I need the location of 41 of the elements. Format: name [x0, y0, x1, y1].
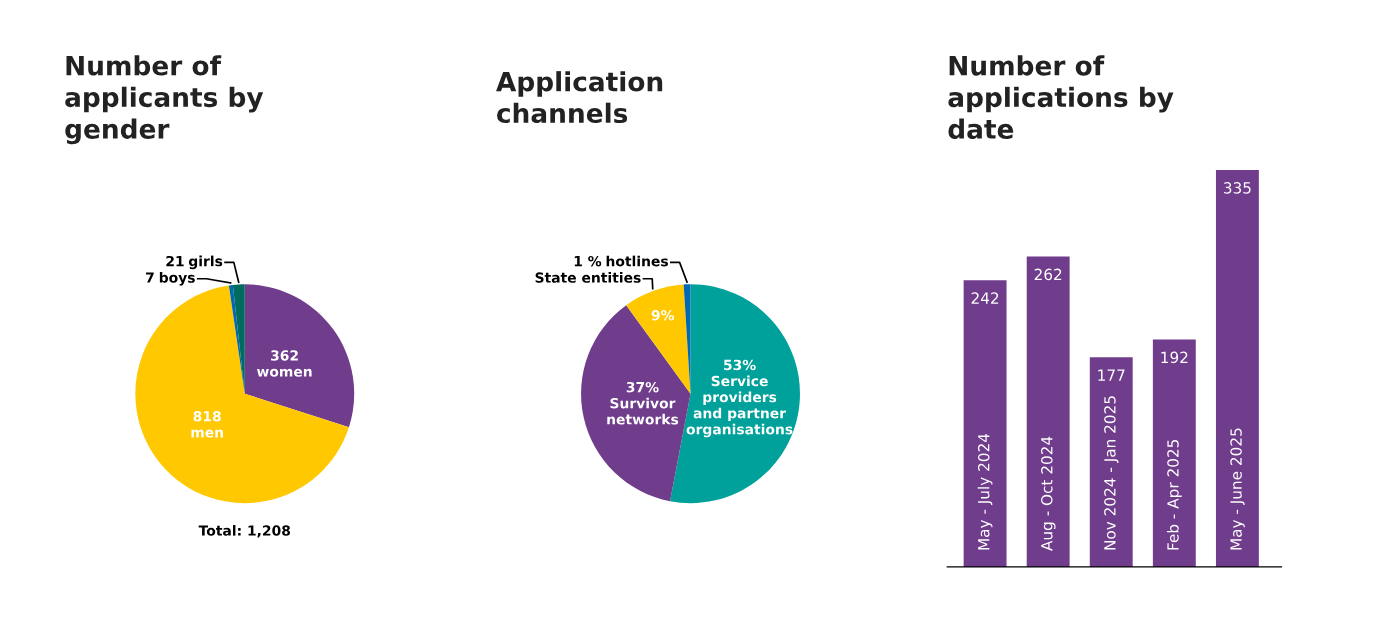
x-tick-label: May - July 2024 [977, 433, 993, 550]
data-label: 335 [1223, 182, 1251, 194]
slice-label: Service providers and partner organisations [686, 375, 793, 438]
slice-label: Survivor networks [607, 397, 679, 425]
x-tick-label: Feb - Apr 2025 [1166, 439, 1182, 550]
data-label: 362 [271, 350, 298, 361]
pie-slice [683, 284, 691, 394]
chart-title: Number of applicants by gender [65, 55, 264, 145]
bar [1026, 256, 1070, 567]
data-label: 7 [146, 272, 154, 283]
x-tick-label: Aug - Oct 2024 [1041, 436, 1056, 551]
data-label: 262 [1034, 268, 1062, 281]
data-label: 242 [971, 292, 999, 304]
data-label: 818 [193, 411, 221, 422]
slice-label: women [257, 368, 312, 377]
data-label: 177 [1098, 369, 1125, 381]
slice-label: hotlines [606, 255, 668, 267]
chart-title: Number of applications by date [948, 55, 1174, 139]
x-tick-label: Nov 2024 - Jan 2025 [1104, 396, 1119, 550]
slice-label: boys [159, 272, 195, 286]
text: Total: 1,208 [198, 525, 291, 538]
data-label: 53% [724, 359, 756, 371]
slice-label: men [191, 429, 223, 438]
pie-slice [626, 284, 691, 394]
slice-label: girls [188, 255, 223, 270]
bar [1089, 357, 1133, 567]
data-label: 9% [651, 310, 675, 321]
pie-slice [135, 285, 349, 504]
bar [1215, 169, 1259, 567]
data-label: 192 [1161, 351, 1188, 364]
data-label: 37% [626, 381, 659, 393]
pie-slice [228, 284, 245, 394]
x-tick-label: May - June 2025 [1230, 428, 1245, 550]
data-label: 1 % [574, 255, 602, 267]
chart-title: Application channels [496, 71, 663, 124]
pie-slice [232, 284, 245, 394]
bar [963, 280, 1007, 567]
slice-label: State entities [535, 272, 641, 283]
pie-slice [244, 284, 355, 428]
bar [1152, 339, 1196, 567]
data-label: 21 [166, 255, 184, 267]
